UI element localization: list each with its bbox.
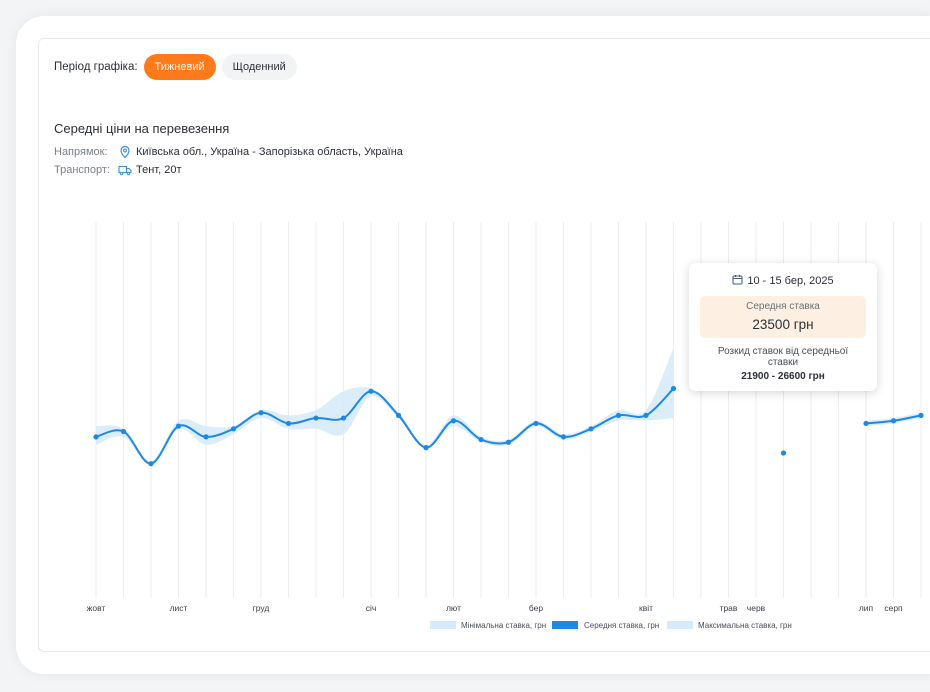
tooltip-range-label: Розкид ставок від середньої ставки (717, 346, 849, 368)
data-point[interactable] (285, 420, 292, 427)
tooltip-date-row: 10 - 15 бер, 2025 (689, 274, 877, 287)
x-tick-label: січ (366, 603, 377, 613)
transport-row: Транспорт: Тент, 20т (54, 163, 182, 177)
data-point[interactable] (258, 410, 264, 416)
direction-label: Напрямок: (54, 146, 108, 158)
x-tick-label: груд (253, 603, 270, 613)
data-point[interactable] (588, 426, 594, 432)
data-point[interactable] (340, 415, 347, 421)
x-tick-label: трав (720, 603, 738, 613)
legend-avg-label: Середня ставка, грн (584, 621, 659, 630)
location-pin-icon (120, 145, 130, 159)
daily-period-button[interactable]: Щоденний (221, 54, 297, 80)
data-point[interactable] (533, 420, 539, 427)
direction-row: Напрямок: Київська обл., Україна - Запор… (54, 145, 403, 159)
x-tick-label: бер (529, 603, 544, 613)
chart-tooltip: 10 - 15 бер, 2025 Середня ставка 23500 г… (689, 263, 877, 391)
data-point[interactable] (313, 415, 319, 421)
tooltip-average-box: Середня ставка 23500 грн (700, 296, 866, 338)
x-tick-label: лип (859, 603, 874, 613)
tooltip-range-value: 21900 - 26600 грн (741, 371, 825, 382)
data-point[interactable] (780, 450, 787, 456)
x-tick-label: серп (884, 603, 903, 613)
data-point[interactable] (643, 412, 649, 418)
transport-label: Транспорт: (54, 164, 110, 176)
data-point[interactable] (395, 412, 402, 418)
data-point[interactable] (505, 439, 512, 445)
data-point[interactable] (203, 434, 209, 440)
truck-icon (118, 165, 132, 176)
weekly-period-button[interactable]: Тижневий (143, 54, 216, 80)
x-tick-label: лют (446, 603, 461, 613)
period-selector: Період графіка: Тижневий Щоденний (54, 54, 303, 80)
data-point[interactable] (450, 418, 457, 424)
tooltip-date: 10 - 15 бер, 2025 (747, 275, 834, 287)
legend-max-swatch (667, 621, 693, 629)
data-point[interactable] (175, 423, 182, 429)
legend-max-label: Максимальна ставка, грн (698, 621, 792, 630)
chart-title: Середні ціни на перевезення (54, 121, 230, 136)
x-axis-ticks: жовт лист груд січ лют бер квіт трав черв лип серп (87, 603, 903, 613)
tooltip-average-label: Середня ставка (746, 301, 820, 312)
data-point[interactable] (423, 445, 429, 451)
legend-min-label: Мінімальна ставка, грн (461, 621, 546, 630)
legend-min-swatch (430, 621, 456, 629)
legend: Мінімальна ставка, грн Середня ставка, г… (430, 621, 792, 630)
data-point[interactable] (93, 434, 99, 440)
data-point[interactable] (918, 412, 924, 418)
x-tick-label: лист (170, 603, 188, 613)
data-point[interactable] (148, 461, 154, 467)
calendar-icon (732, 275, 743, 285)
x-tick-label: черв (747, 603, 766, 613)
data-point[interactable] (478, 436, 484, 443)
data-point[interactable] (615, 412, 622, 418)
data-point[interactable] (230, 426, 237, 432)
data-point[interactable] (863, 420, 869, 427)
data-point[interactable] (890, 418, 897, 424)
transport-value: Тент, 20т (136, 164, 182, 176)
legend-avg-swatch (552, 621, 578, 629)
period-label: Період графіка: (54, 61, 138, 73)
x-tick-label: жовт (87, 603, 106, 613)
tooltip-average-value: 23500 грн (752, 317, 814, 332)
average-rate-points (93, 385, 924, 467)
data-point[interactable] (670, 385, 677, 392)
direction-value: Київська обл., Україна - Запорізька обла… (136, 146, 403, 158)
data-point[interactable] (560, 434, 567, 440)
data-point[interactable] (120, 428, 127, 435)
data-point[interactable] (368, 388, 374, 394)
x-tick-label: квіт (639, 603, 653, 613)
